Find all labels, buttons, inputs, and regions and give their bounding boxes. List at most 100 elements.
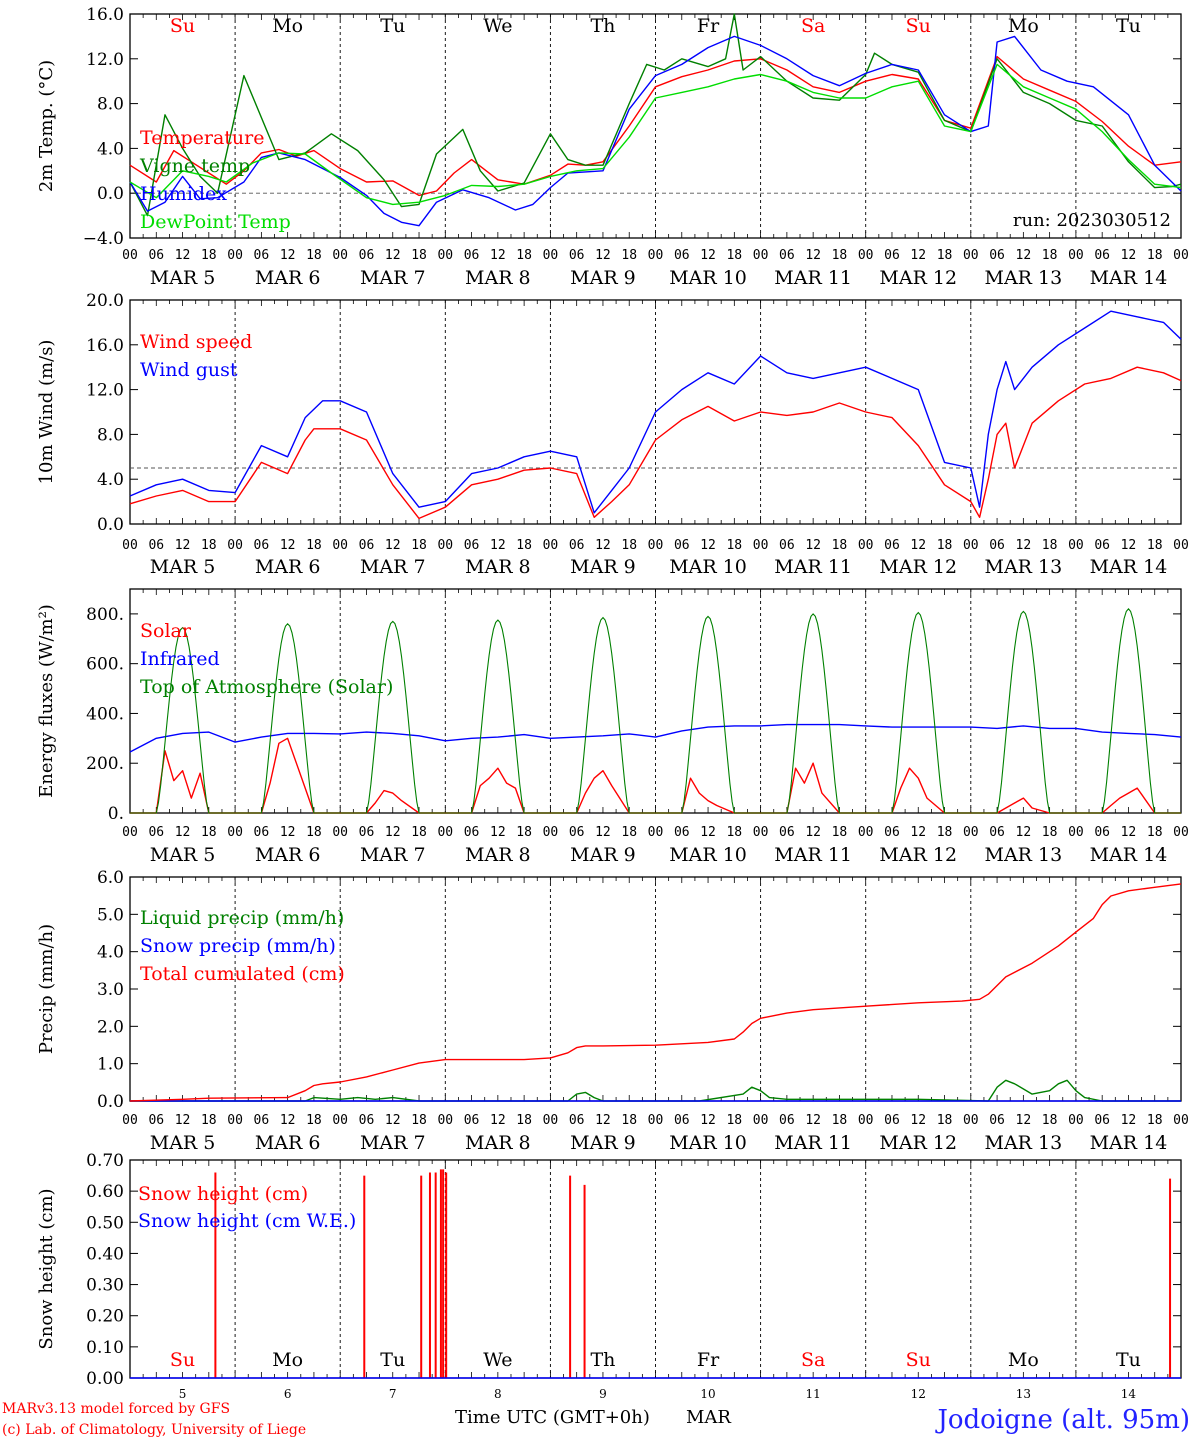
date-label: MAR 9 bbox=[570, 844, 636, 866]
series-line bbox=[129, 55, 1182, 197]
date-label: 12 bbox=[911, 1387, 926, 1401]
hour-tick-label: 00 bbox=[437, 1113, 453, 1128]
hour-tick-label: 06 bbox=[1094, 538, 1110, 553]
series-line bbox=[129, 63, 1182, 206]
date-label: MAR 7 bbox=[360, 267, 426, 289]
date-label: 5 bbox=[179, 1387, 187, 1401]
hour-tick-label: 00 bbox=[332, 538, 348, 553]
series-toa-solar bbox=[550, 616, 656, 814]
hour-tick-label: 06 bbox=[464, 538, 480, 553]
hour-tick-label: 00 bbox=[122, 538, 138, 553]
y-tick-label: 200. bbox=[86, 754, 124, 774]
hour-tick-label: 18 bbox=[201, 825, 217, 840]
y-tick-label: 1.0 bbox=[97, 1055, 124, 1075]
y-tick-label: 8.0 bbox=[97, 95, 124, 115]
hour-tick-label: 06 bbox=[569, 1113, 585, 1128]
weekday-label: Su bbox=[170, 15, 195, 37]
series-toa-solar bbox=[340, 620, 446, 814]
y-tick-label: 2.0 bbox=[97, 1017, 124, 1037]
hour-tick-label: 18 bbox=[201, 248, 217, 263]
hour-tick-label: 12 bbox=[490, 248, 506, 263]
date-label: 6 bbox=[284, 1387, 292, 1401]
y-tick-label: 6.0 bbox=[97, 868, 124, 888]
y-tick-label: 0.40 bbox=[86, 1244, 124, 1264]
hour-tick-label: 06 bbox=[464, 825, 480, 840]
hour-tick-label: 12 bbox=[805, 248, 821, 263]
hour-tick-label: 12 bbox=[385, 538, 401, 553]
hour-tick-label: 18 bbox=[621, 538, 637, 553]
month-label: MAR bbox=[686, 1407, 731, 1428]
weekday-label: Sa bbox=[801, 15, 825, 37]
hour-tick-label: 18 bbox=[621, 1113, 637, 1128]
chart-panel-3: 0. 200. 400. 600. 800. Energy fluxes (W/m²) So… bbox=[36, 588, 1189, 866]
hour-tick-label: 12 bbox=[910, 825, 926, 840]
series-line bbox=[129, 723, 1182, 753]
legend-entry: Snow height (cm W.E.) bbox=[138, 1210, 356, 1232]
hour-tick-label: 12 bbox=[700, 248, 716, 263]
date-label: MAR 11 bbox=[774, 267, 852, 289]
hour-tick-label: 12 bbox=[1016, 538, 1032, 553]
y-tick-label: 0.30 bbox=[86, 1276, 124, 1296]
hour-tick-label: 00 bbox=[963, 1113, 979, 1128]
weekday-label: Tu bbox=[1116, 1349, 1141, 1371]
hour-tick-label: 06 bbox=[254, 538, 270, 553]
hour-tick-label: 12 bbox=[280, 825, 296, 840]
y-axis-label: Precip (mm/h) bbox=[36, 924, 57, 1054]
hour-tick-label: 00 bbox=[122, 825, 138, 840]
legend-entry: Snow precip (mm/h) bbox=[140, 935, 336, 957]
hour-tick-label: 12 bbox=[595, 825, 611, 840]
legend-entry: Liquid precip (mm/h) bbox=[140, 907, 344, 929]
hour-tick-label: 12 bbox=[910, 248, 926, 263]
hour-tick-label: 18 bbox=[1147, 248, 1163, 263]
hour-tick-label: 12 bbox=[805, 538, 821, 553]
hour-tick-label: 18 bbox=[621, 248, 637, 263]
hour-tick-label: 00 bbox=[753, 825, 769, 840]
hour-tick-label: 06 bbox=[779, 538, 795, 553]
y-tick-label: 4.0 bbox=[97, 943, 124, 963]
hour-tick-label: 06 bbox=[884, 1113, 900, 1128]
hour-tick-label: 12 bbox=[1016, 248, 1032, 263]
hour-tick-label: 12 bbox=[490, 1113, 506, 1128]
hour-tick-label: 18 bbox=[726, 538, 742, 553]
date-label: MAR 5 bbox=[150, 556, 216, 578]
hour-tick-label: 18 bbox=[516, 1113, 532, 1128]
hour-tick-label: 18 bbox=[832, 538, 848, 553]
station-name: Jodoigne (alt. 95m) bbox=[934, 1405, 1190, 1435]
hour-tick-label: 06 bbox=[989, 825, 1005, 840]
series-line bbox=[129, 883, 1182, 1102]
hour-tick-label: 00 bbox=[963, 538, 979, 553]
date-label: MAR 14 bbox=[1090, 1132, 1168, 1154]
hour-tick-label: 12 bbox=[595, 248, 611, 263]
hour-tick-label: 18 bbox=[516, 538, 532, 553]
hour-tick-label: 06 bbox=[1094, 825, 1110, 840]
hour-tick-label: 00 bbox=[437, 248, 453, 263]
y-tick-label: 12.0 bbox=[86, 381, 124, 401]
hour-tick-label: 06 bbox=[779, 825, 795, 840]
hour-tick-label: 06 bbox=[148, 825, 164, 840]
hour-tick-label: 12 bbox=[385, 1113, 401, 1128]
y-tick-label: 4.0 bbox=[97, 139, 124, 159]
y-tick-label: 4.0 bbox=[97, 470, 124, 490]
y-tick-label: 8.0 bbox=[97, 425, 124, 445]
hour-tick-label: 06 bbox=[674, 538, 690, 553]
hour-tick-label: 12 bbox=[490, 538, 506, 553]
hour-tick-label: 12 bbox=[1121, 538, 1137, 553]
y-tick-label: −4.0 bbox=[83, 229, 124, 249]
y-tick-label: 0.50 bbox=[86, 1213, 124, 1233]
hour-tick-label: 12 bbox=[385, 248, 401, 263]
hour-tick-label: 12 bbox=[175, 248, 191, 263]
weekday-label: Su bbox=[170, 1349, 195, 1371]
hour-tick-label: 00 bbox=[543, 248, 559, 263]
hour-tick-label: 06 bbox=[569, 825, 585, 840]
date-label: MAR 6 bbox=[255, 556, 321, 578]
hour-tick-label: 06 bbox=[884, 538, 900, 553]
hour-tick-label: 06 bbox=[884, 248, 900, 263]
date-label: MAR 7 bbox=[360, 844, 426, 866]
hour-tick-label: 00 bbox=[1173, 1113, 1189, 1128]
hour-tick-label: 12 bbox=[1016, 825, 1032, 840]
hour-tick-label: 06 bbox=[569, 248, 585, 263]
hour-tick-label: 06 bbox=[989, 248, 1005, 263]
date-label: MAR 10 bbox=[669, 1132, 747, 1154]
date-label: MAR 5 bbox=[150, 844, 216, 866]
